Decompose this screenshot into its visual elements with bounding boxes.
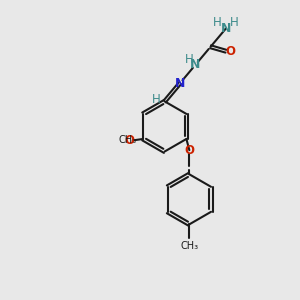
Text: O: O — [225, 45, 235, 58]
Text: CH₃: CH₃ — [180, 241, 198, 250]
Text: N: N — [221, 22, 231, 35]
Text: H: H — [184, 53, 193, 66]
Text: CH₃: CH₃ — [118, 135, 137, 145]
Text: H: H — [230, 16, 239, 28]
Text: O: O — [184, 144, 194, 157]
Text: H: H — [152, 93, 161, 106]
Text: N: N — [175, 77, 185, 90]
Text: N: N — [190, 58, 200, 71]
Text: O: O — [125, 134, 135, 147]
Text: H: H — [213, 16, 222, 28]
